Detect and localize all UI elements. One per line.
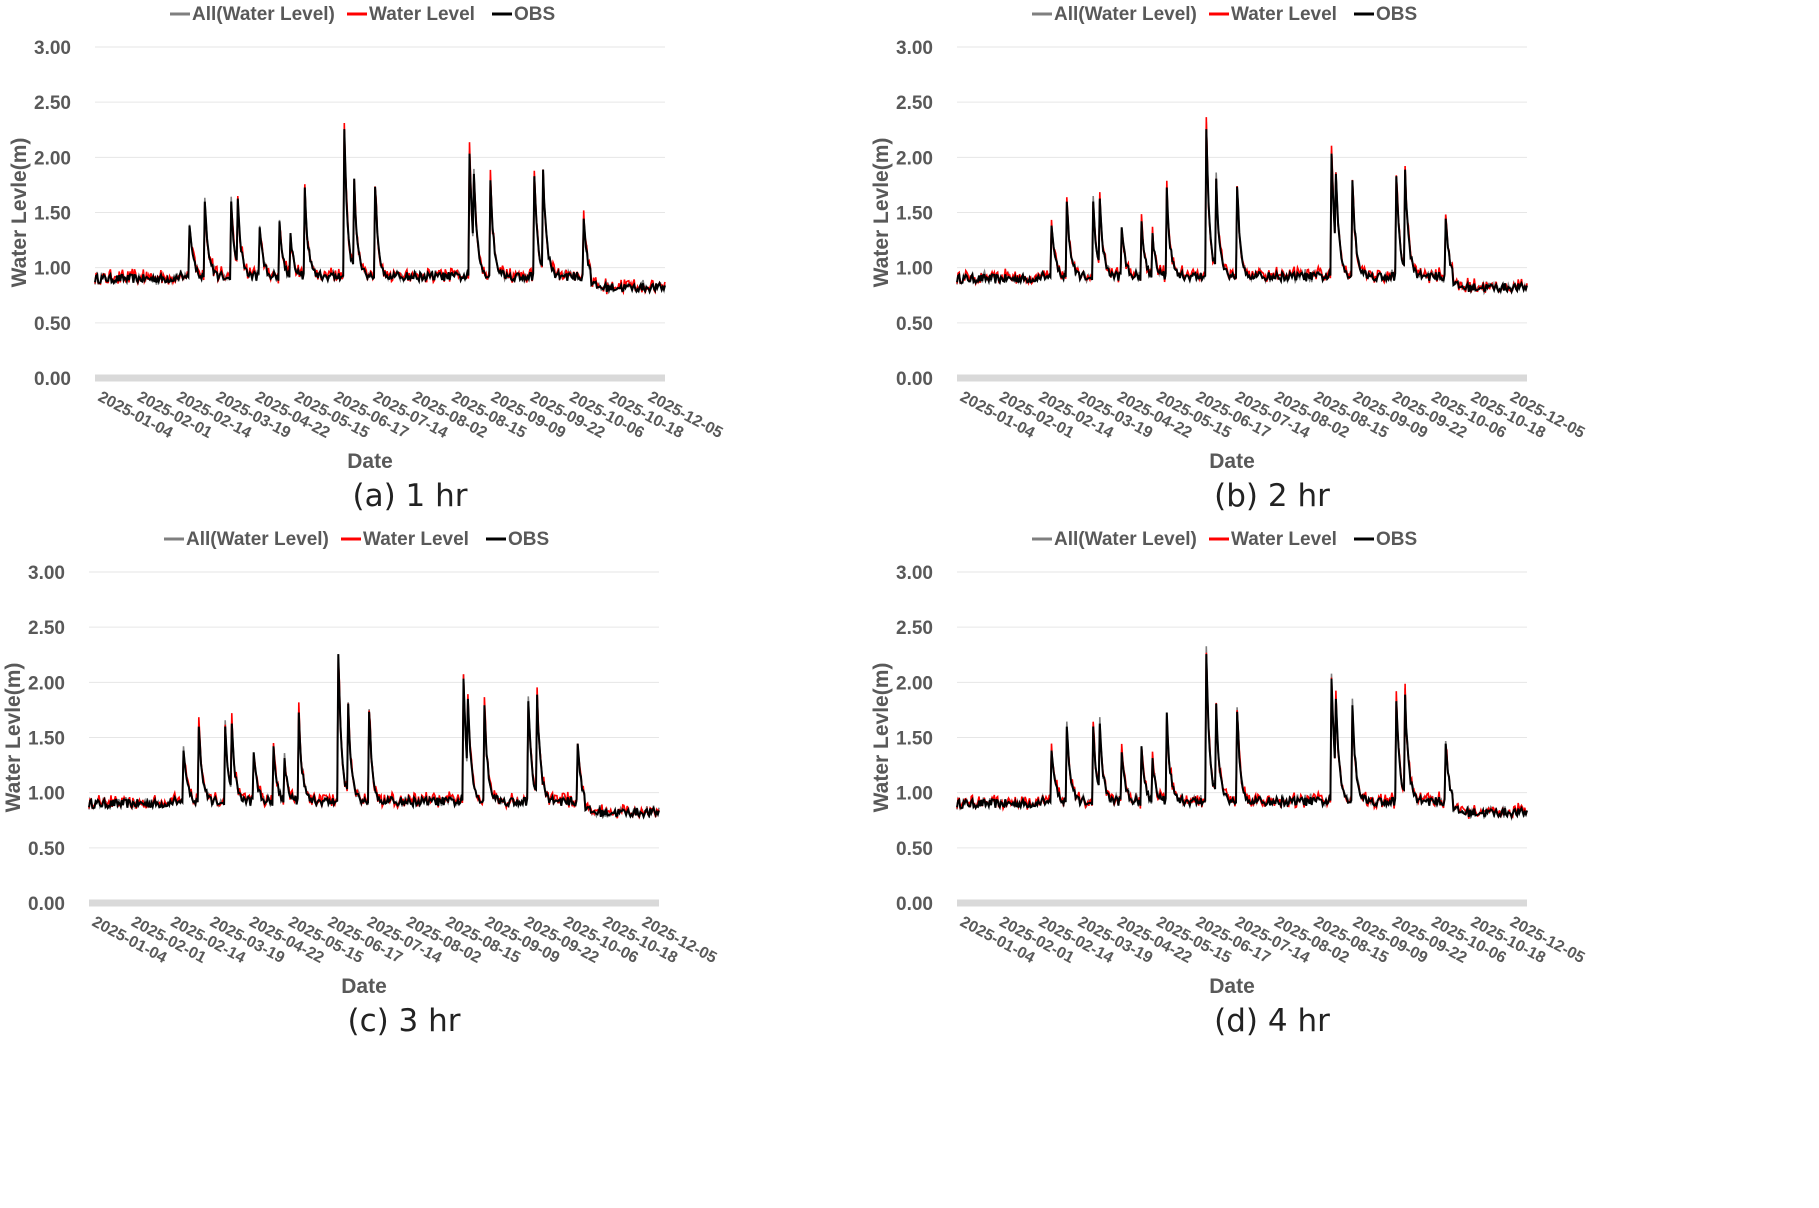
legend-label: OBS (1376, 4, 1417, 25)
y-tick-label: 1.50 (28, 729, 65, 750)
chart-panel-b: All(Water Level) Water Level OBS 0.00 0.50 1.… (862, 0, 1762, 604)
legend-label: All(Water Level) (1054, 4, 1197, 25)
y-tick-label: 0.50 (34, 314, 71, 335)
y-tick-label: 0.50 (896, 839, 933, 860)
y-tick-label: 1.00 (896, 259, 933, 280)
legend-label: Water Level (369, 4, 475, 25)
y-tick-label: 2.50 (896, 618, 933, 639)
y-tick-label: 0.00 (896, 894, 933, 915)
legend: All(Water Level) Water Level OBS (170, 4, 555, 25)
legend: All(Water Level) Water Level OBS (164, 529, 549, 550)
legend-label: Water Level (1231, 4, 1337, 25)
x-axis-title: Date (347, 450, 393, 470)
series-line-obs (88, 654, 660, 820)
chart-svg: All(Water Level) Water Level OBS 0.00 0.50 1.… (870, 4, 1587, 470)
y-tick-label: 3.00 (896, 38, 933, 59)
legend-label: OBS (508, 529, 549, 550)
y-tick-label: 1.00 (896, 784, 933, 805)
y-tick-label: 2.50 (28, 618, 65, 639)
y-tick-label: 1.00 (34, 259, 71, 280)
y-tick-label: 1.50 (896, 729, 933, 750)
chart-panel-c: All(Water Level) Water Level OBS 0.00 0.50 1.… (0, 525, 894, 1129)
panel-caption: (b) 2 hr (1214, 478, 1330, 514)
y-axis-title: Water Levle(m) (870, 138, 893, 288)
series-line-obs (956, 654, 1528, 820)
legend-label: OBS (1376, 529, 1417, 550)
chart-panel-a: All(Water Level) Water Level OBS 0.00 0.50 1.… (0, 0, 900, 604)
x-axis-title: Date (1209, 450, 1255, 470)
legend-label: All(Water Level) (192, 4, 335, 25)
y-tick-label: 1.50 (896, 204, 933, 225)
legend-label: All(Water Level) (186, 529, 329, 550)
y-tick-label: 2.00 (896, 148, 933, 169)
y-axis-title: Water Levle(m) (870, 663, 893, 813)
y-tick-label: 2.50 (34, 93, 71, 114)
chart-svg: All(Water Level) Water Level OBS 0.00 0.50 1.… (8, 4, 725, 470)
y-tick-label: 3.00 (896, 563, 933, 584)
y-tick-label: 2.50 (896, 93, 933, 114)
series-line-obs (956, 129, 1528, 295)
series-line-water-level (94, 122, 666, 296)
chart-svg: All(Water Level) Water Level OBS 0.00 0.50 1.… (2, 529, 719, 995)
y-tick-label: 2.00 (34, 148, 71, 169)
legend-label: Water Level (1231, 529, 1337, 550)
y-axis-title: Water Levle(m) (8, 138, 31, 288)
series-line-water-level (956, 117, 1528, 293)
legend-label: Water Level (363, 529, 469, 550)
y-tick-label: 0.00 (34, 369, 71, 390)
y-tick-label: 3.00 (34, 38, 71, 59)
legend: All(Water Level) Water Level OBS (1032, 4, 1417, 25)
chart-panel-d: All(Water Level) Water Level OBS 0.00 0.50 1.… (862, 525, 1762, 1129)
legend-label: OBS (514, 4, 555, 25)
y-tick-label: 2.00 (28, 673, 65, 694)
y-axis-title: Water Levle(m) (2, 663, 25, 813)
panel-caption: (d) 4 hr (1214, 1003, 1330, 1039)
x-axis-title: Date (1209, 975, 1255, 995)
panel-caption: (a) 1 hr (352, 478, 468, 514)
y-tick-label: 3.00 (28, 563, 65, 584)
series-line-obs (94, 129, 666, 295)
y-tick-label: 0.50 (896, 314, 933, 335)
legend: All(Water Level) Water Level OBS (1032, 529, 1417, 550)
panel-caption: (c) 3 hr (347, 1003, 461, 1039)
series-line-all (94, 129, 666, 294)
chart-svg: All(Water Level) Water Level OBS 0.00 0.50 1.… (870, 529, 1587, 995)
y-tick-label: 0.00 (28, 894, 65, 915)
legend-label: All(Water Level) (1054, 529, 1197, 550)
y-tick-label: 0.50 (28, 839, 65, 860)
y-tick-label: 1.50 (34, 204, 71, 225)
y-tick-label: 2.00 (896, 673, 933, 694)
y-tick-label: 1.00 (28, 784, 65, 805)
y-tick-label: 0.00 (896, 369, 933, 390)
x-axis-title: Date (341, 975, 387, 995)
